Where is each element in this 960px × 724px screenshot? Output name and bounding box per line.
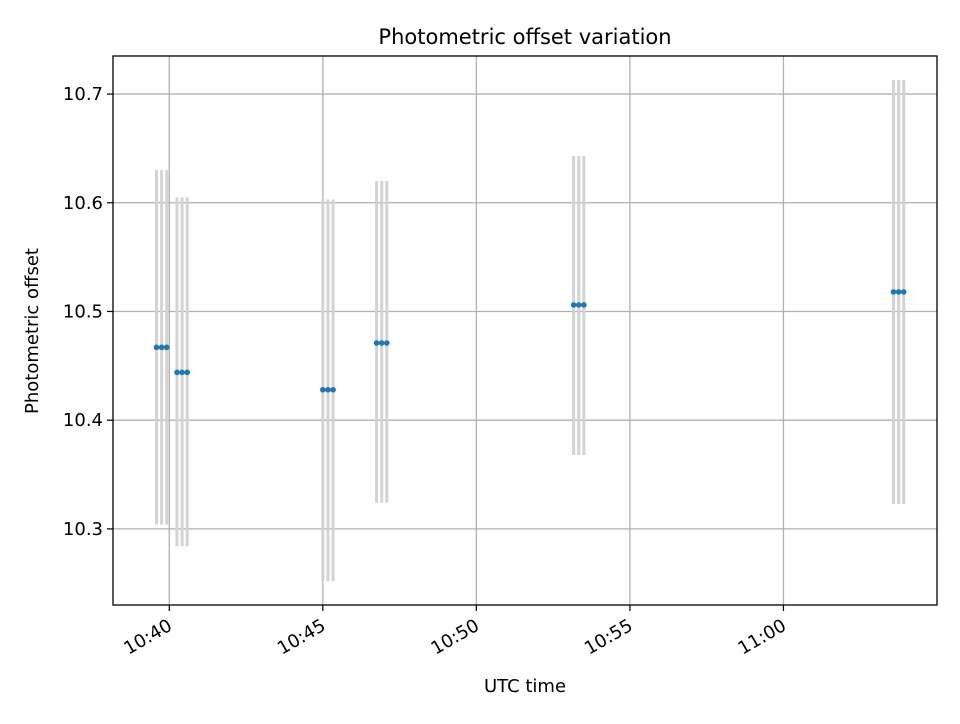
y-axis-ticks: 10.3 10.4 10.5 10.6 10.7 bbox=[63, 84, 113, 540]
data-point bbox=[174, 369, 180, 376]
data-point bbox=[179, 369, 185, 376]
x-tick-label: 11:00 bbox=[735, 615, 790, 659]
chart-title: Photometric offset variation bbox=[378, 25, 671, 49]
x-tick-label: 10:40 bbox=[120, 615, 175, 659]
y-tick-label: 10.3 bbox=[63, 519, 103, 540]
data-point bbox=[320, 386, 326, 393]
data-point bbox=[184, 369, 191, 376]
y-tick-label: 10.5 bbox=[63, 301, 103, 322]
y-tick-label: 10.4 bbox=[63, 410, 103, 431]
x-axis-ticks: 10:40 10:45 10:50 10:55 11:00 bbox=[120, 605, 790, 659]
data-point bbox=[325, 386, 331, 393]
x-tick-label: 10:55 bbox=[581, 615, 636, 659]
data-point bbox=[373, 340, 380, 346]
data-points bbox=[153, 289, 907, 393]
data-point bbox=[575, 302, 582, 308]
plot-frame bbox=[112, 55, 938, 606]
x-tick-label: 10:50 bbox=[427, 615, 482, 659]
data-point bbox=[158, 344, 165, 351]
data-point bbox=[163, 344, 170, 351]
y-tick-label: 10.6 bbox=[63, 193, 103, 214]
x-axis-label: UTC time bbox=[484, 676, 566, 697]
data-point bbox=[378, 340, 385, 346]
y-axis-label: Photometric offset bbox=[22, 248, 43, 414]
y-tick-label: 10.7 bbox=[63, 84, 103, 105]
data-point bbox=[581, 302, 587, 308]
x-tick-label: 10:45 bbox=[274, 615, 329, 659]
data-point bbox=[153, 344, 160, 351]
data-point bbox=[330, 386, 336, 393]
grid-lines bbox=[113, 56, 937, 605]
data-point bbox=[570, 302, 577, 308]
error-bars bbox=[155, 79, 906, 582]
data-point bbox=[890, 289, 897, 295]
data-point bbox=[900, 289, 907, 295]
data-point bbox=[384, 340, 390, 346]
data-point bbox=[895, 289, 902, 295]
